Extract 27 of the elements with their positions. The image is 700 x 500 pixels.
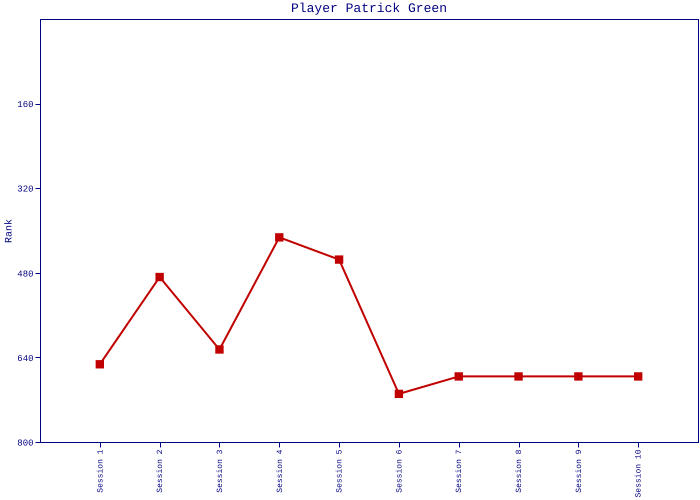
x-tick-label: Session 9 — [574, 449, 584, 493]
x-tick-label: Session 8 — [515, 449, 524, 493]
x-tick-label: Session 6 — [395, 449, 404, 493]
x-tick-label: Session 4 — [276, 449, 285, 493]
x-tick-label: Session 2 — [156, 449, 166, 493]
y-tick-label: 480 — [17, 269, 34, 280]
x-tick-label: Session 1 — [96, 449, 106, 493]
y-tick-label: 320 — [17, 184, 34, 195]
y-axis-title: Rank — [3, 218, 16, 244]
x-tick-label: Session 5 — [336, 449, 345, 493]
point — [275, 233, 284, 242]
point — [215, 345, 224, 354]
x-tick-label: Session 10 — [634, 449, 644, 498]
point — [634, 372, 642, 381]
x-tick-label: Session 7 — [455, 449, 464, 493]
point — [334, 255, 344, 264]
point — [155, 272, 164, 282]
point — [454, 372, 463, 381]
y-tick-label: 640 — [17, 354, 34, 364]
y-tick-label: 800 — [17, 438, 34, 448]
chart-title: Player Patrick Green — [290, 1, 448, 16]
point — [514, 372, 523, 381]
y-tick-label: 160 — [17, 100, 34, 110]
point — [96, 360, 104, 368]
point — [574, 372, 583, 381]
point — [394, 390, 404, 398]
x-tick-label: Session 3 — [216, 449, 225, 493]
